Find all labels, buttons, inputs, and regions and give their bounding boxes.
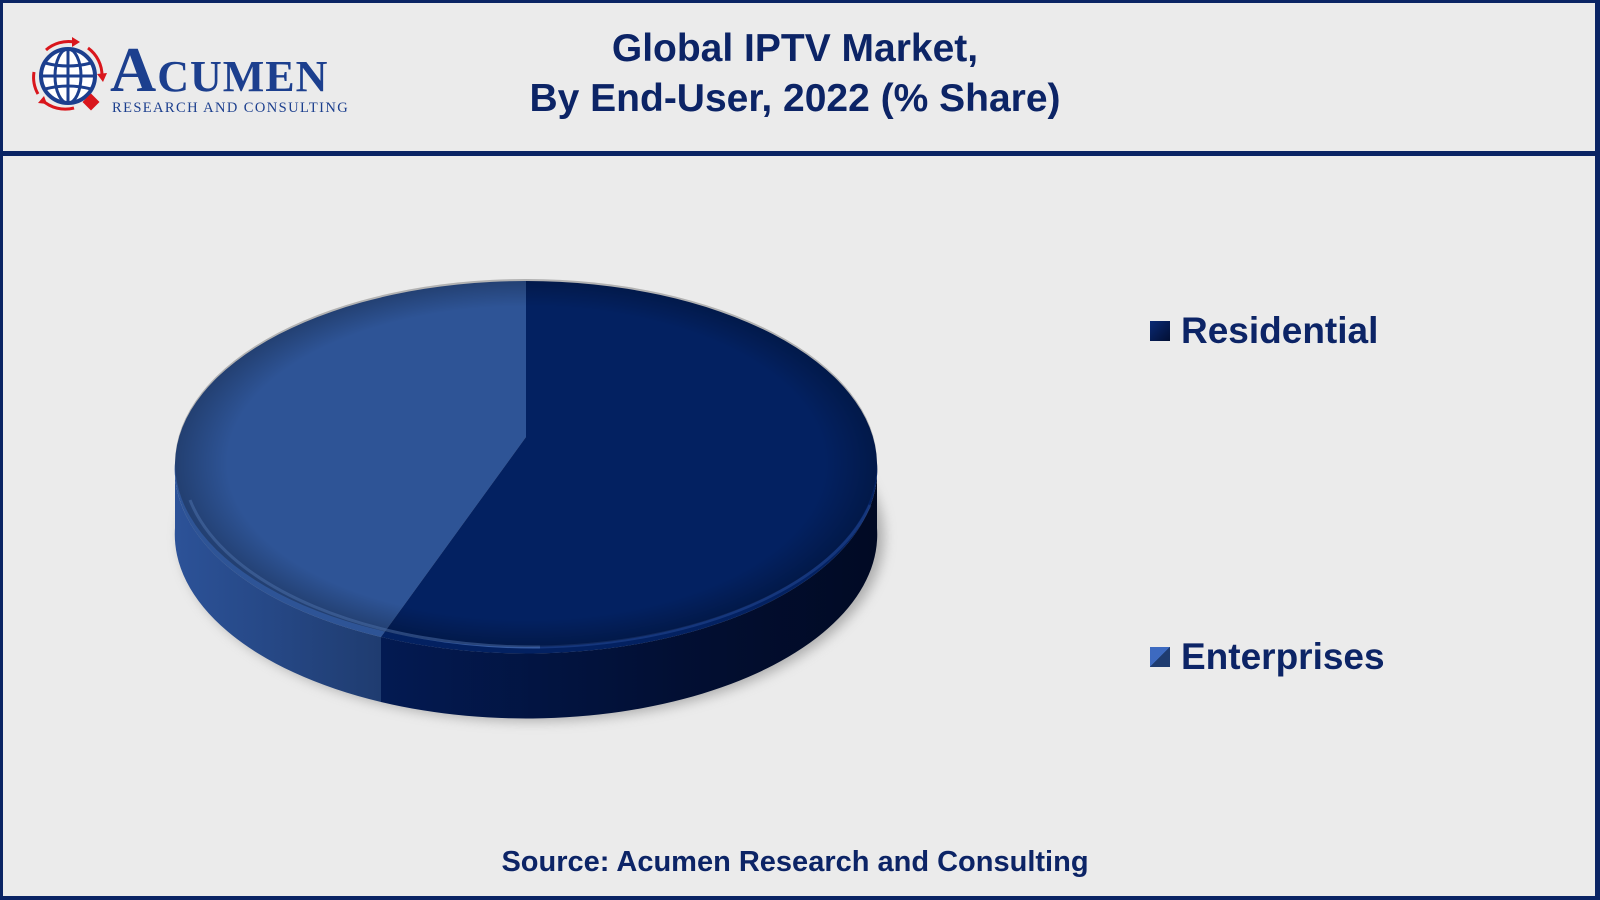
logo-rest: CUMEN [157,52,329,101]
chart-title-line1: Global IPTV Market, [611,27,979,70]
globe-with-red-arrows-icon [32,37,107,111]
legend-marker-enterprises [1150,647,1170,667]
logo-tagline: RESEARCH AND CONSULTING [112,100,350,116]
logo-initial: A [110,34,158,105]
chart-title: Global IPTV Market, By End-User, 2022 (%… [440,24,1150,124]
source-note: Source: Acumen Research and Consulting [501,846,1089,878]
legend-label-enterprises: Enterprises [1181,636,1385,677]
company-logo: ACUMEN RESEARCH AND CONSULTING [30,36,370,120]
pie-side-residential [381,463,878,719]
legend-marker-residential [1150,321,1170,341]
logo-wordmark: ACUMEN [110,38,329,107]
chart-title-line2: By End-User, 2022 (% Share) [529,77,1061,120]
legend-item-enterprises[interactable]: Enterprises [1150,637,1385,677]
pie-side-enterprises [174,463,381,702]
legend-item-residential[interactable]: Residential [1150,311,1378,351]
legend-label-residential: Residential [1181,310,1379,351]
header-divider [0,151,1600,156]
